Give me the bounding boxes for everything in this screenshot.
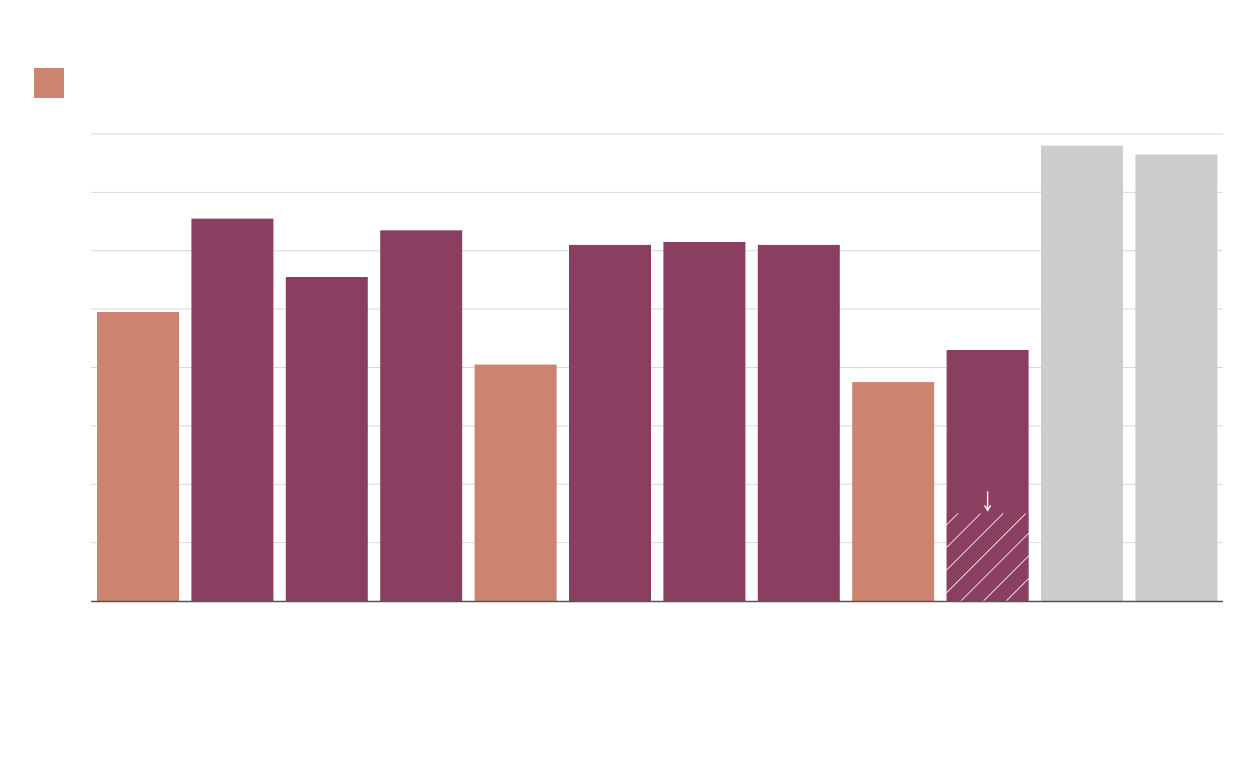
bar [757, 244, 840, 601]
bar [1135, 154, 1218, 601]
bar [663, 241, 746, 601]
bar [1041, 145, 1123, 602]
bar [97, 312, 179, 601]
gridlines [91, 133, 1223, 544]
bar [852, 382, 935, 601]
annotations [946, 491, 1029, 601]
legend-swatch [34, 68, 64, 98]
bar [285, 277, 368, 601]
arrow-head [983, 505, 992, 512]
bar [191, 218, 274, 602]
bar [569, 244, 651, 601]
bar-hatched-segment [946, 513, 1029, 601]
bar [380, 230, 463, 601]
bars [97, 145, 1218, 602]
bar [474, 364, 557, 601]
